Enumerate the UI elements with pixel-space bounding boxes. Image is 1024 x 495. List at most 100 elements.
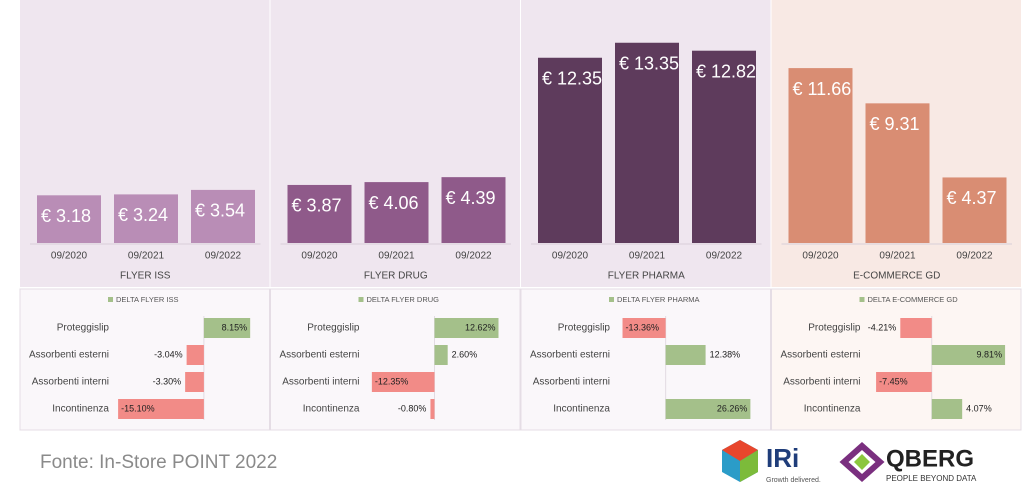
bar <box>364 182 429 243</box>
category-label: Proteggislip <box>307 323 360 334</box>
category-label: Assorbenti interni <box>783 377 860 388</box>
x-tick-label: 09/2021 <box>128 251 165 262</box>
bar <box>665 345 706 365</box>
value-label: € 4.06 <box>369 193 419 213</box>
x-tick-label: 09/2021 <box>629 251 666 262</box>
chart-title: DELTA E-COMMERCE GD <box>868 295 959 304</box>
x-axis-label: E-COMMERCE GD <box>853 271 940 282</box>
logo-icon <box>839 441 885 483</box>
legend-swatch <box>358 297 364 302</box>
value-label: € 11.66 <box>793 79 852 99</box>
bar <box>615 42 679 243</box>
logo-tagline: PEOPLE BEYOND DATA <box>886 474 977 483</box>
bar <box>692 50 756 244</box>
bar <box>931 399 963 419</box>
value-label: -0.80% <box>398 403 427 413</box>
iri-logo: IRi Growth delivered. <box>722 440 821 484</box>
value-label: 9.81% <box>977 349 1003 359</box>
category-label: Assorbenti esterni <box>279 350 359 361</box>
value-label: 2.60% <box>452 349 478 359</box>
value-label: € 9.31 <box>870 114 920 134</box>
bar <box>942 177 1007 243</box>
category-label: Incontinenza <box>553 404 610 415</box>
logo-tagline: Growth delivered. <box>766 477 821 484</box>
value-label: € 13.35 <box>619 54 679 74</box>
x-axis-label: FLYER DRUG <box>364 271 428 282</box>
value-label: -13.36% <box>626 322 660 332</box>
category-label: Assorbenti esterni <box>530 350 610 361</box>
x-tick-label: 09/2020 <box>301 251 338 262</box>
category-label: Proteggislip <box>808 323 861 334</box>
value-label: -15.10% <box>121 403 155 413</box>
value-label: € 3.54 <box>195 201 245 221</box>
bar <box>114 194 178 243</box>
bar <box>876 372 932 392</box>
logo-icon <box>740 450 758 482</box>
category-label: Assorbenti interni <box>533 377 610 388</box>
bar <box>434 345 448 365</box>
x-tick-label: 09/2022 <box>956 251 993 262</box>
bar <box>118 399 204 419</box>
category-label: Incontinenza <box>804 404 861 415</box>
logo-text: IRi <box>766 443 799 473</box>
category-label: Proteggislip <box>57 323 110 334</box>
category-label: Assorbenti esterni <box>29 350 109 361</box>
x-axis-label: FLYER ISS <box>120 271 171 282</box>
value-label: € 12.35 <box>542 69 602 89</box>
x-tick-label: 09/2020 <box>552 251 589 262</box>
x-tick-label: 09/2020 <box>802 251 839 262</box>
logo-icon <box>854 454 870 470</box>
bar <box>203 318 251 338</box>
value-label: € 3.18 <box>41 206 91 226</box>
chart-title: DELTA FLYER DRUG <box>367 295 440 304</box>
bar <box>37 195 101 243</box>
value-label: € 3.24 <box>118 205 168 225</box>
category-label: Assorbenti interni <box>282 377 359 388</box>
bar <box>434 318 499 338</box>
bar <box>931 345 1006 365</box>
qberg-logo: QBERG PEOPLE BEYOND DATA <box>839 441 977 483</box>
x-tick-label: 09/2022 <box>455 251 492 262</box>
value-label: 12.62% <box>465 322 496 332</box>
x-tick-label: 09/2020 <box>51 251 88 262</box>
bar <box>287 184 352 243</box>
category-label: Incontinenza <box>303 404 360 415</box>
value-label: € 12.82 <box>696 61 756 81</box>
value-label: -3.30% <box>153 376 182 386</box>
x-tick-label: 09/2022 <box>706 251 743 262</box>
chart-title: DELTA FLYER PHARMA <box>617 295 700 304</box>
legend-swatch <box>108 297 113 302</box>
chart-title: DELTA FLYER ISS <box>116 295 179 304</box>
panel-bg <box>270 288 521 431</box>
bar <box>186 345 204 365</box>
bar <box>665 399 751 419</box>
value-label: 12.38% <box>710 349 741 359</box>
category-label: Assorbenti esterni <box>780 350 860 361</box>
x-axis-label: FLYER PHARMA <box>608 271 685 282</box>
value-label: -3.04% <box>154 349 183 359</box>
bar <box>788 68 853 243</box>
legend-swatch <box>609 297 614 302</box>
source-note: Fonte: In-Store POINT 2022 <box>40 452 277 473</box>
legend-swatch <box>859 297 865 302</box>
category-label: Assorbenti interni <box>32 377 109 388</box>
x-tick-label: 09/2022 <box>205 251 242 262</box>
value-label: € 3.87 <box>292 196 342 216</box>
value-label: € 4.39 <box>446 188 496 208</box>
bar <box>538 57 602 243</box>
value-label: -7.45% <box>879 376 908 386</box>
bar <box>865 103 930 243</box>
bar <box>900 318 932 338</box>
value-label: € 4.37 <box>947 188 997 208</box>
value-label: 4.07% <box>966 403 992 413</box>
x-tick-label: 09/2021 <box>879 251 916 262</box>
bar <box>430 399 435 419</box>
value-label: -12.35% <box>375 376 409 386</box>
bar <box>185 372 204 392</box>
bar <box>371 372 435 392</box>
category-label: Proteggislip <box>558 323 611 334</box>
category-label: Incontinenza <box>52 404 109 415</box>
x-tick-label: 09/2021 <box>378 251 415 262</box>
bar <box>441 177 506 243</box>
